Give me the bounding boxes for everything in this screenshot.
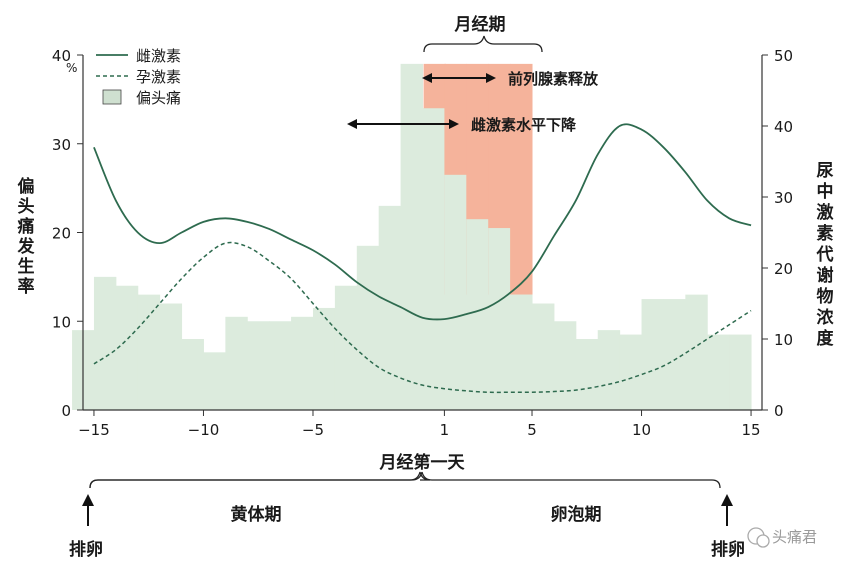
migraine-bar: [269, 321, 292, 410]
migraine-bar: [312, 307, 336, 410]
estrogen-drop-arrow: [347, 119, 459, 129]
right-tick-label: 10: [774, 331, 793, 349]
follicular-label: 卵泡期: [551, 504, 602, 525]
left-axis-label: 偏头痛发生率: [17, 176, 36, 297]
migraine-bars: [72, 63, 752, 410]
menstrual-highlight-bar: [510, 63, 533, 295]
migraine-bar: [729, 334, 752, 410]
migraine-bar: [115, 285, 139, 410]
progesterone-line: [93, 241, 752, 394]
migraine-bar-menstrual: [466, 219, 489, 410]
follicular-bracket: [421, 471, 721, 489]
left-tick-label: 0: [61, 402, 71, 420]
x-tick-label: 5: [527, 421, 537, 439]
left-tick-label: 20: [52, 225, 71, 243]
left-axis-unit: %: [66, 61, 77, 75]
migraine-bar: [400, 63, 423, 410]
prostaglandin-label: 前列腺素释放: [508, 70, 599, 88]
migraine-bar: [641, 299, 664, 410]
migraine-bar: [291, 316, 314, 410]
migraine-bar: [378, 205, 402, 410]
migraine-bar: [663, 299, 686, 410]
menstruation-label: 月经期: [454, 14, 506, 35]
migraine-bar: [575, 339, 599, 410]
migraine-bar: [181, 339, 204, 410]
estrogen-line: [93, 123, 752, 321]
legend-progesterone-label: 孕激素: [136, 68, 181, 86]
left-tick-label: 40: [52, 47, 71, 65]
migraine-bar: [225, 316, 248, 410]
migraine-bar: [707, 334, 730, 410]
watermark-text: 头痛君: [772, 528, 817, 546]
right-tick-label: 50: [774, 47, 793, 65]
x-tick-label: −10: [188, 421, 220, 439]
migraine-bar: [619, 334, 643, 410]
watermark-icon-bubble: [756, 534, 770, 548]
migraine-bar-menstrual: [510, 294, 533, 410]
luteal-bracket-left: [89, 471, 423, 489]
watermark: 头痛君: [747, 527, 817, 548]
menstruation-bracket: [423, 35, 543, 53]
x-tick-label: 1: [440, 421, 450, 439]
ovulation-left-arrow: [82, 494, 94, 526]
legend: 雌激素 孕激素 偏头痛: [96, 47, 181, 107]
right-tick-label: 0: [774, 402, 784, 420]
right-axis-label: 尿中激素代谢物浓度: [816, 161, 835, 349]
ovulation-right-label: 排卵: [711, 539, 745, 560]
left-tick-label: 10: [52, 313, 71, 331]
estrogen-drop-label: 雌激素水平下降: [471, 116, 577, 134]
ovulation-left-label: 排卵: [69, 539, 103, 560]
migraine-bar: [203, 352, 226, 410]
migraine-bar: [137, 294, 161, 410]
x-tick-label: 10: [632, 421, 651, 439]
x-tick-label: 15: [742, 421, 761, 439]
migraine-bar: [334, 285, 358, 410]
right-tick-label: 40: [774, 118, 793, 136]
legend-migraine-label: 偏头痛: [136, 89, 181, 107]
migraine-bar-menstrual: [488, 228, 511, 410]
x-tick-label: −15: [78, 421, 110, 439]
prostaglandin-arrow: [422, 73, 496, 83]
migraine-bar: [247, 321, 270, 410]
legend-estrogen-label: 雌激素: [136, 47, 181, 65]
migraine-bar: [532, 303, 555, 410]
migraine-bar: [356, 245, 380, 410]
left-tick-label: 30: [52, 136, 71, 154]
migraine-bar: [553, 321, 577, 410]
migraine-bar: [685, 294, 708, 410]
legend-migraine-swatch: [102, 89, 122, 105]
migraine-bar: [597, 330, 621, 410]
x-axis-label: 月经第一天: [379, 452, 466, 473]
luteal-label: 黄体期: [231, 504, 282, 525]
right-tick-label: 20: [774, 260, 793, 278]
migraine-bar: [159, 303, 183, 410]
right-tick-label: 30: [774, 189, 793, 207]
migraine-bar: [93, 276, 117, 410]
migraine-bar-menstrual: [422, 108, 445, 410]
migraine-bar-menstrual: [444, 174, 467, 410]
x-tick-label: −5: [302, 421, 324, 439]
ovulation-right-arrow: [721, 494, 733, 526]
